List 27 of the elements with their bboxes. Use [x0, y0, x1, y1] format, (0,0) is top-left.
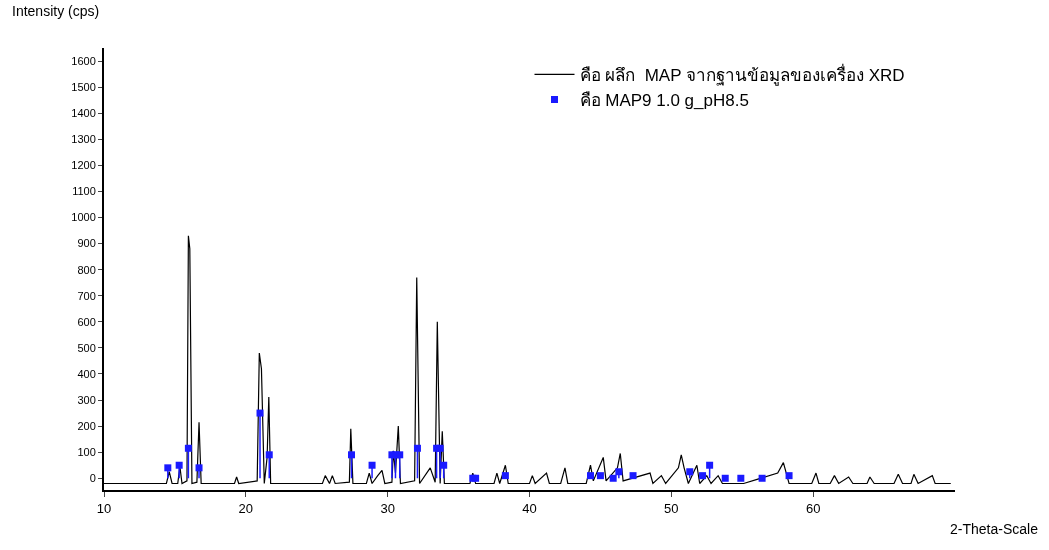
- legend-label: คือ ผลึก MAP จากฐานข้อมูลของเครื่อง XRD: [579, 63, 905, 87]
- y-tick-label: 0: [89, 472, 96, 485]
- y-tick-label: 900: [77, 237, 96, 250]
- y-tick-label: 1000: [71, 211, 96, 224]
- y-tick-label: 1400: [71, 107, 96, 120]
- x-tick-label: 50: [664, 500, 679, 516]
- x-axis-title: 2-Theta-Scale: [950, 521, 1039, 537]
- y-tick-label: 1600: [71, 54, 96, 67]
- x-tick-label: 40: [522, 500, 537, 516]
- x-tick-label: 10: [96, 500, 112, 516]
- x-tick-label: 20: [238, 500, 254, 516]
- y-tick-label: 1200: [71, 159, 96, 172]
- y-tick-label: 600: [77, 315, 96, 328]
- y-tick-label: 1500: [71, 80, 96, 93]
- y-tick-label: 200: [77, 419, 96, 432]
- y-tick-label: 800: [77, 263, 96, 276]
- y-tick-label: 100: [77, 446, 96, 459]
- y-tick-label: 1300: [71, 133, 96, 146]
- y-tick-label: 700: [77, 289, 96, 302]
- x-tick-label: 60: [805, 500, 821, 516]
- y-tick-label: 1100: [72, 185, 96, 198]
- y-tick-label: 500: [77, 341, 96, 354]
- y-tick-label: 300: [77, 393, 96, 406]
- x-tick-label: 30: [380, 500, 395, 516]
- legend-label: คือ MAP9 1.0 g_pH8.5: [579, 91, 749, 111]
- y-axis-title: Intensity (cps): [12, 3, 100, 19]
- y-tick-label: 400: [77, 367, 96, 380]
